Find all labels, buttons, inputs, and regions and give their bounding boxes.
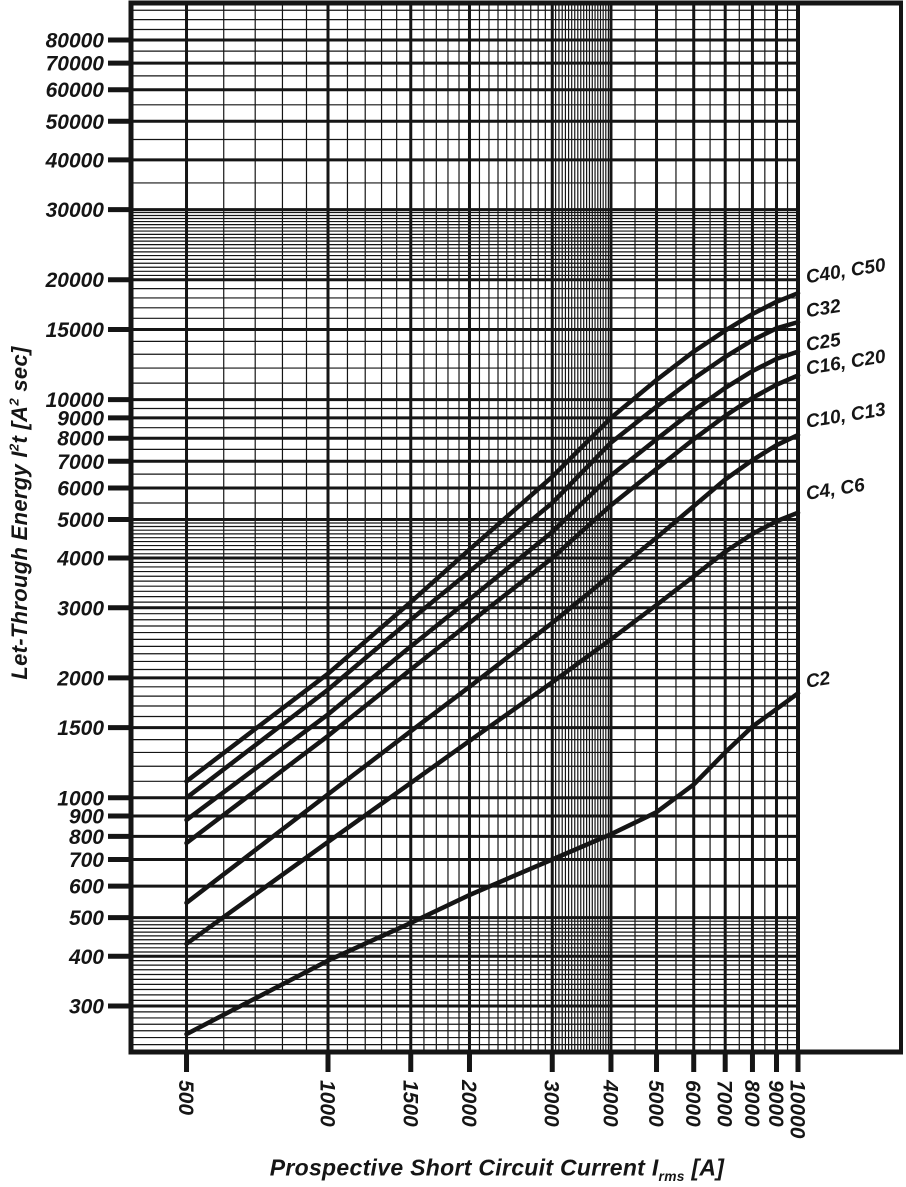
x-tick-label: 5000: [644, 1080, 667, 1127]
curve-label-c40-c50: C40, C50: [804, 255, 887, 288]
y-major-gridlines: [131, 38, 798, 1008]
x-tick-label: 1500: [398, 1080, 421, 1127]
tick-marks: [108, 37, 801, 1072]
curve-c25: [184, 349, 801, 823]
curve-c2: [184, 691, 801, 1037]
chart-frame: [128, 0, 903, 1055]
y-tick-label: 600: [69, 876, 104, 899]
x-tick-label: 9000: [764, 1080, 787, 1127]
x-tick-label: 8000: [740, 1080, 763, 1127]
y-tick-label: 20000: [45, 269, 105, 292]
y-axis-title-superscript: 2: [6, 443, 22, 452]
x-axis-title-text: Prospective Short Circuit Current I: [269, 1154, 659, 1181]
x-tick-label: 3000: [540, 1080, 563, 1127]
y-tick-label: 7000: [57, 451, 104, 474]
curve-label-c4-c6: C4, C6: [804, 475, 866, 505]
curve-label-c2: C2: [804, 668, 832, 693]
y-tick-label: 1500: [57, 717, 104, 740]
y-tick-label: 1000: [57, 787, 104, 810]
x-axis-title-subscript: rms: [658, 1169, 685, 1185]
x-tick-label: 1000: [316, 1080, 339, 1127]
x-tick-label: 10000: [786, 1080, 809, 1139]
y-tick-label: 3000: [57, 597, 104, 620]
y-tick-label: 15000: [46, 319, 105, 342]
curve-label-c25: C25: [804, 330, 842, 356]
curve-c40-c50: [184, 290, 801, 784]
y-tick-label: 5000: [57, 509, 104, 532]
y-tick-label: 800: [69, 826, 104, 849]
y-tick-label: 80000: [46, 29, 105, 52]
y-axis-title-text: Let-Through Energy I: [7, 451, 32, 680]
y-minor-gridlines: [131, 9, 798, 1046]
y-axis-title: Let-Through Energy I2t [A2 sec]: [7, 346, 33, 679]
x-tick-label: 500: [174, 1080, 197, 1115]
y-tick-label: 400: [68, 946, 104, 969]
x-axis-title-text: [A]: [684, 1154, 725, 1181]
x-tick-label: 4000: [598, 1079, 621, 1127]
curve-c32: [184, 319, 801, 801]
y-tick-label: 50000: [46, 111, 105, 134]
curve-c4-c6: [184, 510, 801, 947]
x-major-gridlines: [185, 3, 800, 1052]
x-tick-label: 7000: [713, 1080, 736, 1127]
x-tick-label: 6000: [681, 1080, 704, 1127]
y-axis-title-text: t [A: [7, 405, 32, 444]
y-tick-label: 500: [69, 907, 104, 930]
y-tick-label: 2000: [56, 667, 104, 690]
curve-c16-c20: [184, 373, 801, 846]
x-axis-title: Prospective Short Circuit Current Irms […: [269, 1154, 725, 1185]
y-tick-label: 70000: [46, 53, 105, 76]
x-minor-gridlines: [223, 3, 789, 1052]
y-tick-label: 10000: [46, 389, 105, 412]
y-tick-label: 700: [69, 849, 104, 872]
y-tick-label: 4000: [56, 548, 104, 571]
x-tick-label: 2000: [457, 1079, 480, 1127]
x-tick-labels: 500 1000 1500 2000 3000 4000 5000 6000 7000 8000 9…: [174, 1079, 808, 1139]
curve-label-c10-c13: C10, C13: [804, 399, 887, 432]
y-axis-title-superscript: 2: [6, 398, 22, 406]
curve-label-c32: C32: [804, 296, 842, 322]
curves: [184, 290, 801, 1037]
y-tick-label: 300: [69, 996, 104, 1019]
y-tick-label: 60000: [46, 79, 105, 102]
y-tick-label: 900: [69, 806, 104, 829]
y-tick-label: 6000: [57, 477, 104, 500]
y-tick-label: 9000: [57, 407, 104, 430]
y-tick-label: 30000: [46, 199, 105, 222]
curve-c10-c13: [184, 432, 801, 906]
y-tick-label: 8000: [57, 428, 104, 451]
y-axis-title-text: sec]: [7, 346, 32, 399]
y-tick-label: 40000: [45, 149, 105, 172]
